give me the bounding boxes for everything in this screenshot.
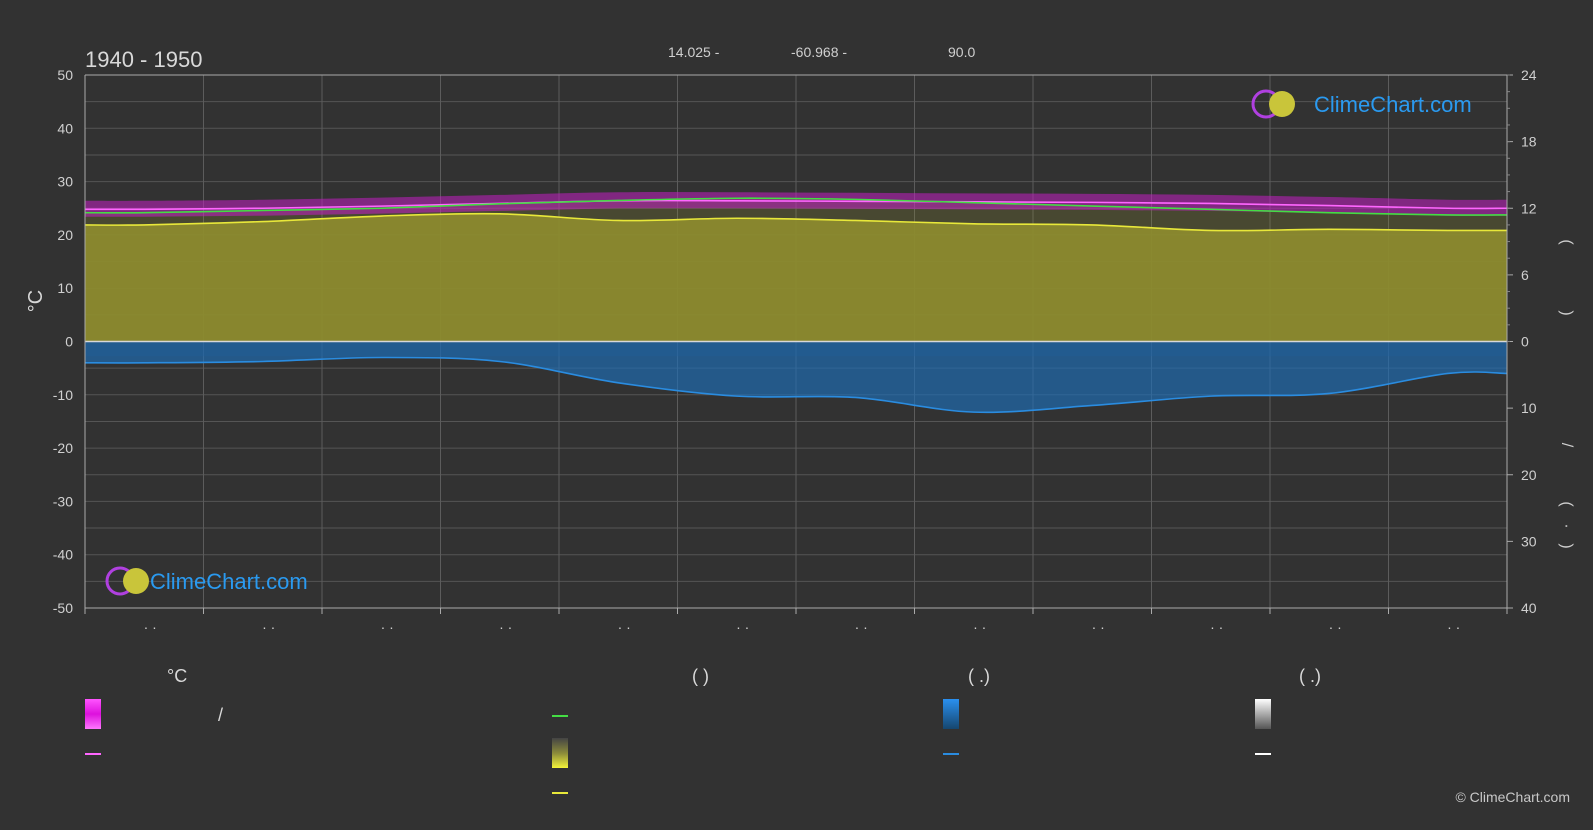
- x-month-label: · ·: [736, 619, 749, 635]
- series-line-precip: [84, 356, 1508, 414]
- y-axis-label: °C: [25, 290, 47, 312]
- legend-swatch-temp-range: [85, 699, 101, 729]
- temperature-range-band: [85, 192, 1507, 217]
- data-lines: [84, 197, 1508, 414]
- y2-precip-tick-label: 10: [1521, 400, 1537, 416]
- y2-axis-label-glyph: (: [1558, 239, 1575, 245]
- legend-swatch-daylight-line: [552, 715, 568, 717]
- x-month-label: · ·: [1329, 619, 1342, 635]
- sunshine-area: [85, 213, 1507, 342]
- y-tick-label: 30: [57, 174, 73, 190]
- legend-swatch-precip-line: [943, 753, 959, 755]
- legend-heading-sun: ( ): [692, 666, 709, 686]
- y-tick-label: 20: [57, 227, 73, 243]
- y2-axis-label-glyph: ·: [1558, 523, 1575, 528]
- y-tick-label: -20: [53, 440, 73, 456]
- legend-swatch-snow-line: [1255, 753, 1271, 755]
- copyright: © ClimeChart.com: [1455, 789, 1570, 805]
- y2-sun-tick-label: 12: [1521, 200, 1537, 216]
- data-areas: [85, 192, 1507, 413]
- series-line-daylight: [84, 197, 1508, 216]
- precipitation-base: [85, 341, 1507, 357]
- legend-swatch-sunshine-band: [552, 738, 568, 768]
- x-month-label: · ·: [1210, 619, 1223, 635]
- y2-axis-label-glyph: ): [1558, 543, 1575, 548]
- x-month-label: · ·: [1447, 619, 1460, 635]
- legend-swatch-precip-band: [943, 699, 959, 729]
- y-tick-label: 0: [65, 334, 73, 350]
- logo-sun-icon: [123, 568, 149, 594]
- y-tick-label: 40: [57, 120, 73, 136]
- y-tick-label: 10: [57, 280, 73, 296]
- x-month-label: · ·: [262, 619, 275, 635]
- logo-top-right: ClimeChart.com: [1251, 89, 1472, 119]
- legend-heading-snow: ( .): [1299, 666, 1321, 686]
- chart-title: 1940 - 1950: [85, 47, 202, 72]
- x-month-label: · ·: [618, 619, 631, 635]
- y-tick-label: -30: [53, 493, 73, 509]
- x-month-label: · ·: [1092, 619, 1105, 635]
- x-month-label: · ·: [973, 619, 986, 635]
- y-tick-label: 50: [57, 67, 73, 83]
- x-month-label: · ·: [499, 619, 512, 635]
- y2-axis-label-glyph: (: [1558, 501, 1575, 507]
- legend-swatch-sunshine-line: [552, 792, 568, 794]
- latitude-label: 14.025 -: [668, 44, 720, 60]
- y2-sun-tick-label: 24: [1521, 67, 1537, 83]
- y2-axis-label-glyph: ): [1558, 310, 1575, 315]
- legend-swatch-snow-band: [1255, 699, 1271, 729]
- y-tick-label: -50: [53, 600, 73, 616]
- logo-sun-icon: [1269, 91, 1295, 117]
- y-tick-label: -10: [53, 387, 73, 403]
- logo-text: ClimeChart.com: [1314, 92, 1472, 117]
- y2-precip-tick-label: 20: [1521, 467, 1537, 483]
- y2-sun-tick-label: 0: [1521, 334, 1529, 350]
- series-line-sunshine: [84, 212, 1508, 232]
- precipitation-area: [85, 341, 1507, 413]
- y2-sun-tick-label: 6: [1521, 267, 1529, 283]
- logo-text: ClimeChart.com: [150, 569, 308, 594]
- daylight-area: [85, 198, 1507, 342]
- legend: °C ( ) ( .) ( .) /: [85, 666, 1321, 794]
- legend-heading-temperature: °C: [167, 666, 187, 686]
- series-line-max_temp: [84, 199, 1508, 211]
- legend-heading-rain: ( .): [968, 666, 990, 686]
- x-month-label: · ·: [855, 619, 868, 635]
- legend-temp-slash: /: [218, 705, 223, 725]
- y2-precip-tick-label: 30: [1521, 533, 1537, 549]
- legend-swatch-max-line: [85, 753, 101, 755]
- y-tick-label: -40: [53, 547, 73, 563]
- y2-precip-tick-label: 40: [1521, 600, 1537, 616]
- logo-bottom-left: ClimeChart.com: [105, 566, 308, 596]
- x-month-label: · ·: [144, 619, 157, 635]
- y2-axis-label-glyph: /: [1558, 443, 1575, 448]
- x-month-label: · ·: [381, 619, 394, 635]
- longitude-label: -60.968 -: [791, 44, 847, 60]
- elevation-label: 90.0: [948, 44, 975, 60]
- y2-sun-tick-label: 18: [1521, 134, 1537, 150]
- axes: 50 40 30 20 10 0 -10 -20 -30 -40 -50 24 18 12 6 0 10 20 30…: [53, 67, 1575, 635]
